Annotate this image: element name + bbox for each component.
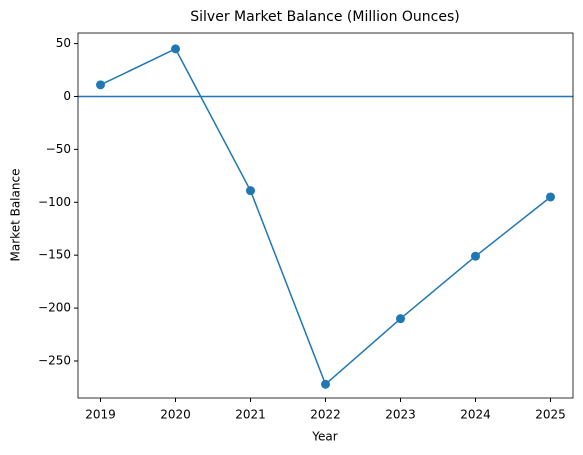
x-tick-label: 2024 <box>460 408 491 422</box>
y-tick-label: −100 <box>38 195 71 209</box>
y-tick-label: −200 <box>38 301 71 315</box>
x-axis-label: Year <box>311 430 337 444</box>
data-line <box>100 47 551 386</box>
data-point <box>171 44 180 54</box>
chart-title: Silver Market Balance (Million Ounces) <box>190 9 459 25</box>
data-point <box>546 192 555 202</box>
x-tick-label: 2023 <box>385 408 416 422</box>
x-tick-label: 2021 <box>235 408 266 422</box>
y-axis-label: Market Balance <box>9 169 23 262</box>
y-tick-label: 50 <box>56 36 71 50</box>
data-point <box>96 80 105 90</box>
plot-frame <box>77 32 574 399</box>
x-tick-label: 2019 <box>85 408 116 422</box>
data-point <box>321 379 330 389</box>
data-point <box>396 314 405 324</box>
data-point <box>471 251 480 261</box>
x-tick-label: 2022 <box>310 408 341 422</box>
data-point <box>246 186 255 196</box>
y-tick-label: −150 <box>38 248 71 262</box>
x-tick-label: 2020 <box>160 408 191 422</box>
y-tick-label: −250 <box>38 353 71 367</box>
y-tick-label: −50 <box>46 142 71 156</box>
x-tick-label: 2025 <box>535 408 566 422</box>
y-tick-label: 0 <box>63 89 71 103</box>
